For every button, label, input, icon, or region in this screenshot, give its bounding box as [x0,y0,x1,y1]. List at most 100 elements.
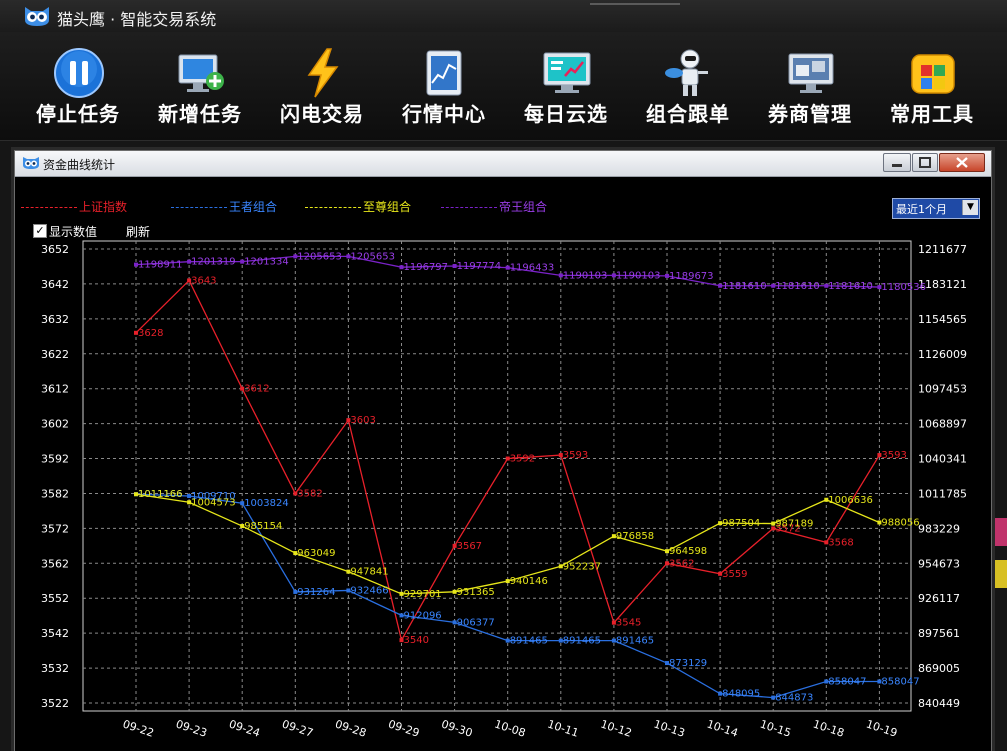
common-tools-label: 常用工具 [890,102,974,126]
common-tools-button[interactable]: 常用工具 [872,32,992,140]
data-label: 1196797 [404,262,449,273]
daily-pick-label: 每日云选 [524,102,608,126]
data-point [187,259,192,264]
data-label: 1011166 [138,489,183,500]
data-label: 952237 [563,561,601,572]
data-label: 985154 [244,521,282,532]
legend-line [305,207,361,208]
data-point [240,501,245,506]
copy-trade-button[interactable]: 组合跟单 [628,32,748,140]
data-label: 3612 [244,384,269,395]
data-point [558,638,563,643]
data-label: 3562 [669,558,694,569]
maximize-button[interactable] [912,153,938,172]
x-axis-tick-label: 09-24 [227,717,261,739]
background-decoration [995,560,1007,588]
data-label: 873129 [669,658,707,669]
data-point [877,285,882,290]
data-point [665,273,669,278]
data-label: 1009710 [191,491,236,502]
data-point [718,521,723,526]
data-point [240,259,245,264]
checkbox-check-icon[interactable]: ✓ [33,224,47,238]
add-task-icon [178,54,224,92]
data-point [505,456,510,461]
data-point [558,564,563,569]
data-point [187,493,192,498]
chevron-down-icon[interactable]: ▼ [962,200,978,215]
data-label: 3593 [881,450,906,461]
right-axis-tick-label: 840449 [918,697,960,710]
fund-curve-window: 资金曲线统计 上证指数 王者组合 至尊组合 帝王组合 最近1个月 ▼ ✓ 显示数… [14,150,992,751]
data-label: 1190103 [563,270,608,281]
data-point [665,661,669,666]
legend-item-king-portfolio: 王者组合 [171,198,277,215]
legend-line [21,207,77,208]
data-label: 3643 [191,275,216,286]
stop-task-button[interactable]: 停止任务 [18,32,138,140]
minimize-icon [892,164,902,167]
legend-label: 王者组合 [229,200,278,214]
owl-window-icon [23,157,39,169]
right-axis-tick-label: 897561 [918,627,960,640]
data-label: 947841 [350,567,388,578]
right-axis-tick-label: 926117 [918,592,960,605]
data-label: 3540 [404,635,429,646]
legend-label: 至尊组合 [363,200,412,214]
data-label: 940146 [510,576,548,587]
data-label: 1003824 [244,498,289,509]
data-label: 931365 [457,587,495,598]
data-label: 932466 [350,585,388,596]
lightning-icon [307,48,339,98]
minimize-button[interactable] [883,153,911,172]
left-axis-tick-label: 3612 [41,383,69,396]
time-range-select[interactable]: 最近1个月 ▼ [892,198,980,219]
broker-management-label: 券商管理 [768,102,852,126]
x-axis-tick-label: 09-29 [387,717,421,739]
broker-management-button[interactable]: 券商管理 [750,32,870,140]
right-axis-tick-label: 1211677 [918,243,967,256]
x-axis-tick-label: 10-15 [758,717,792,739]
right-axis-tick-label: 1126009 [918,348,967,361]
show-values-label: 显示数值 [49,225,98,239]
data-label: 1205653 [350,251,395,262]
close-button[interactable] [939,153,985,172]
data-point [399,591,404,596]
legend-label: 上证指数 [79,200,128,214]
data-label: 963049 [297,548,335,559]
data-point [346,569,351,574]
data-label: 1011166 [138,489,183,500]
data-label: 912096 [404,610,442,621]
data-point [558,273,563,278]
right-axis-tick-label: 1097453 [918,383,967,396]
data-point [452,264,457,269]
add-task-button[interactable]: 新增任务 [140,32,260,140]
data-point [877,679,882,684]
broker-monitor-icon [788,53,834,93]
market-center-button[interactable]: 行情中心 [384,32,504,140]
add-task-label: 新增任务 [158,102,242,126]
data-point [452,620,457,625]
data-label: 906377 [457,617,495,628]
data-label: 844873 [775,693,813,704]
data-point [665,549,669,554]
copy-trade-label: 组合跟单 [646,102,730,126]
data-label: 1181610 [828,281,873,292]
daily-pick-button[interactable]: 每日云选 [506,32,626,140]
data-point [611,620,616,625]
data-label: 3568 [828,537,853,548]
x-axis-tick-label: 10-14 [705,717,739,739]
legend-item-emperor-portfolio: 帝王组合 [441,198,547,215]
data-label: 1201319 [191,257,236,268]
refresh-button[interactable]: 刷新 [126,225,151,239]
pause-icon [54,48,104,98]
data-label: 1189673 [669,271,714,282]
data-label: 931264 [297,587,335,598]
flash-trade-button[interactable]: 闪电交易 [262,32,382,140]
window-title: 资金曲线统计 [43,158,116,172]
data-label: 3593 [563,450,588,461]
data-point [452,589,457,594]
data-label: 3582 [297,488,322,499]
right-axis-tick-label: 954673 [918,557,960,570]
data-point [877,520,882,525]
